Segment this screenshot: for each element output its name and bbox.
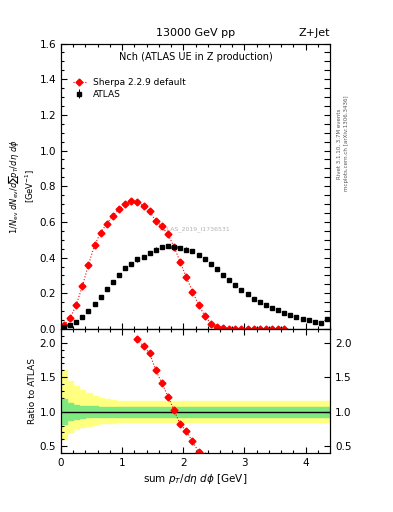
Sherpa 2.2.9 default (172, 244, 176, 250)
X-axis label: sum $p_T/d\eta\ d\phi$ [GeV]: sum $p_T/d\eta\ d\phi$ [GeV] (143, 472, 248, 486)
Sherpa 2.2.9 default (110, 212, 115, 219)
Sherpa 2.2.9 default (264, 326, 268, 332)
Sherpa 2.2.9 default (196, 302, 201, 308)
Sherpa 2.2.9 default (282, 326, 286, 332)
Sherpa 2.2.9 default (190, 288, 195, 294)
Text: mcplots.cern.ch [arXiv:1306.3436]: mcplots.cern.ch [arXiv:1306.3436] (344, 96, 349, 191)
Text: Nch (ATLAS UE in Z production): Nch (ATLAS UE in Z production) (119, 52, 272, 62)
Sherpa 2.2.9 default (184, 274, 189, 281)
Sherpa 2.2.9 default (276, 326, 281, 332)
Sherpa 2.2.9 default (178, 259, 183, 265)
Sherpa 2.2.9 default (147, 208, 152, 215)
Sherpa 2.2.9 default (98, 229, 103, 236)
Sherpa 2.2.9 default (117, 206, 121, 212)
Sherpa 2.2.9 default (92, 242, 97, 248)
Sherpa 2.2.9 default (62, 323, 66, 329)
Sherpa 2.2.9 default (68, 315, 72, 322)
Sherpa 2.2.9 default (221, 325, 226, 331)
Sherpa 2.2.9 default (251, 326, 256, 332)
Y-axis label: Ratio to ATLAS: Ratio to ATLAS (28, 358, 37, 424)
Text: ATLAS_2019_I1736531: ATLAS_2019_I1736531 (160, 226, 231, 232)
Sherpa 2.2.9 default (165, 231, 170, 238)
Sherpa 2.2.9 default (208, 321, 213, 327)
Sherpa 2.2.9 default (270, 326, 274, 332)
Sherpa 2.2.9 default (86, 262, 91, 268)
Sherpa 2.2.9 default (215, 324, 219, 330)
Legend: Sherpa 2.2.9 default, ATLAS: Sherpa 2.2.9 default, ATLAS (71, 77, 188, 101)
Text: 13000 GeV pp: 13000 GeV pp (156, 28, 235, 38)
Sherpa 2.2.9 default (227, 326, 231, 332)
Sherpa 2.2.9 default (105, 221, 109, 227)
Line: Sherpa 2.2.9 default: Sherpa 2.2.9 default (62, 198, 286, 331)
Sherpa 2.2.9 default (202, 312, 207, 318)
Sherpa 2.2.9 default (80, 283, 84, 289)
Sherpa 2.2.9 default (74, 302, 79, 308)
Sherpa 2.2.9 default (141, 203, 146, 209)
Sherpa 2.2.9 default (123, 201, 127, 207)
Sherpa 2.2.9 default (153, 218, 158, 224)
Sherpa 2.2.9 default (257, 326, 262, 332)
Sherpa 2.2.9 default (160, 223, 164, 229)
Sherpa 2.2.9 default (245, 326, 250, 332)
Sherpa 2.2.9 default (135, 199, 140, 205)
Y-axis label: $1/N_\mathrm{ev}\ dN_\mathrm{ev}/d\!\sum\!p_T/d\eta\ d\phi$
$[\mathrm{GeV}^{-1}]: $1/N_\mathrm{ev}\ dN_\mathrm{ev}/d\!\sum… (7, 139, 37, 233)
Sherpa 2.2.9 default (239, 326, 244, 332)
Text: Z+Jet: Z+Jet (299, 28, 330, 38)
Text: Rivet 3.1.10, 3.7M events: Rivet 3.1.10, 3.7M events (337, 108, 342, 179)
Sherpa 2.2.9 default (233, 326, 238, 332)
Sherpa 2.2.9 default (129, 198, 134, 204)
